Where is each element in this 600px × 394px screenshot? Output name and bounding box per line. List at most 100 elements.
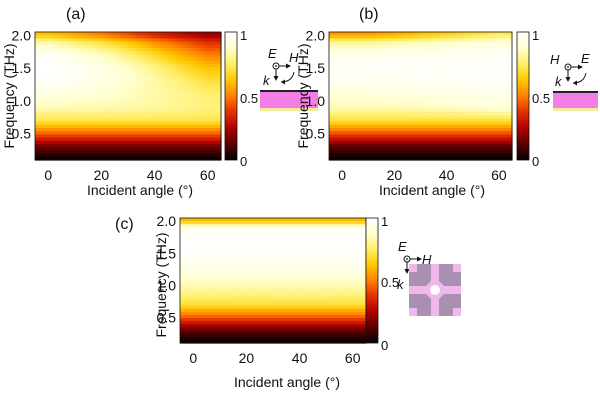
- heatmap-cell: [372, 54, 378, 59]
- heatmap-cell: [488, 96, 493, 100]
- heatmap-cell: [39, 73, 44, 78]
- heatmap-cell: [472, 83, 477, 87]
- heatmap-cell: [344, 105, 350, 110]
- heatmap-cell: [325, 283, 331, 288]
- heatmap-cell: [188, 92, 194, 97]
- heatmap-cell: [428, 54, 434, 59]
- heatmap-cell: [380, 121, 386, 126]
- heatmap-cell: [428, 80, 434, 84]
- heatmap-cell: [273, 236, 278, 241]
- heatmap-cell: [344, 156, 350, 161]
- heatmap-cell: [204, 105, 210, 110]
- heatmap-cell: [416, 83, 422, 87]
- heatmap-cell: [164, 131, 170, 135]
- heatmap-cell: [372, 134, 378, 139]
- heatmap-cell: [212, 54, 218, 59]
- heatmap-cell: [244, 255, 250, 260]
- heatmap-cell: [348, 108, 354, 113]
- heatmap-cell: [500, 153, 505, 158]
- heatmap-cell: [424, 67, 430, 71]
- heatmap-cell: [364, 76, 370, 81]
- heatmap-cell: [468, 83, 473, 87]
- heatmap-cell: [464, 115, 469, 119]
- heatmap-cell: [188, 115, 194, 119]
- heatmap-cell: [188, 236, 193, 241]
- heatmap-cell: [91, 105, 97, 110]
- heatmap-cell: [83, 115, 89, 119]
- heatmap-cell: [35, 137, 40, 142]
- heatmap-cell: [372, 144, 378, 148]
- heatmap-cell: [436, 51, 441, 55]
- heatmap-cell: [39, 108, 44, 113]
- heatmap-cell: [232, 296, 238, 300]
- heatmap-cell: [260, 296, 266, 300]
- heatmap-cell: [220, 230, 226, 235]
- heatmap-cell: [67, 38, 72, 43]
- heatmap-cell: [204, 57, 210, 62]
- heatmap-cell: [340, 76, 346, 81]
- heatmap-cell: [216, 153, 222, 158]
- heatmap-cell: [504, 92, 509, 97]
- heatmap-cell: [87, 118, 93, 123]
- heatmap-cell: [152, 99, 157, 103]
- heatmap-cell: [460, 70, 465, 75]
- heatmap-cell: [148, 140, 153, 145]
- heatmap-cell: [67, 70, 72, 75]
- heatmap-cell: [404, 131, 410, 135]
- heatmap-cell: [75, 153, 81, 158]
- heatmap-cell: [184, 249, 189, 253]
- heatmap-cell: [424, 105, 430, 110]
- heatmap-cell: [396, 54, 402, 59]
- heatmap-cell: [91, 92, 97, 97]
- heatmap-cell: [248, 258, 254, 263]
- heatmap-cell: [59, 140, 64, 145]
- heatmap-cell: [55, 60, 60, 65]
- heatmap-cell: [55, 134, 60, 139]
- heatmap-cell: [488, 76, 493, 81]
- heatmap-cell: [352, 128, 358, 132]
- heatmap-cell: [164, 83, 170, 87]
- heatmap-cell: [99, 86, 105, 91]
- heatmap-cell: [200, 147, 206, 151]
- heatmap-cell: [317, 264, 323, 269]
- heatmap-cell: [388, 76, 394, 81]
- heatmap-cell: [83, 144, 89, 148]
- heatmap-cell: [508, 124, 513, 129]
- heatmap-cell: [148, 41, 153, 46]
- heatmap-cell: [345, 236, 351, 241]
- heatmap-cell: [340, 92, 346, 97]
- heatmap-cell: [336, 41, 342, 46]
- heatmap-cell: [444, 73, 449, 78]
- heatmap-cell: [168, 131, 174, 135]
- heatmap-cell: [148, 32, 153, 36]
- heatmap-cell: [184, 268, 189, 272]
- heatmap-cell: [440, 76, 445, 81]
- heatmap-cell: [103, 76, 109, 81]
- heatmap-cell: [75, 128, 81, 132]
- colorbar-tick-label: 0: [240, 154, 247, 169]
- heatmap-cell: [208, 64, 214, 68]
- heatmap-cell: [360, 140, 366, 145]
- heatmap-cell: [464, 35, 469, 39]
- heatmap-cell: [176, 137, 182, 142]
- heatmap-cell: [228, 264, 234, 269]
- heatmap-cell: [107, 38, 113, 43]
- heatmap-cell: [184, 115, 190, 119]
- heatmap-cell: [396, 60, 402, 65]
- heatmap-cell: [128, 153, 133, 158]
- heatmap-cell: [204, 115, 210, 119]
- heatmap-cell: [332, 76, 338, 81]
- heatmap-cell: [392, 44, 398, 49]
- heatmap-cell: [400, 131, 406, 135]
- heatmap-cell: [148, 147, 153, 151]
- heatmap-cell: [404, 115, 410, 119]
- heatmap-cell: [67, 153, 72, 158]
- heatmap-cell: [464, 134, 469, 139]
- heatmap-cell: [345, 258, 351, 263]
- heatmap-cell: [468, 89, 473, 94]
- heatmap-cell: [152, 102, 157, 107]
- heatmap-cell: [309, 218, 315, 222]
- heatmap-cell: [293, 218, 298, 222]
- heatmap-cell: [107, 32, 113, 36]
- heatmap-cell: [208, 147, 214, 151]
